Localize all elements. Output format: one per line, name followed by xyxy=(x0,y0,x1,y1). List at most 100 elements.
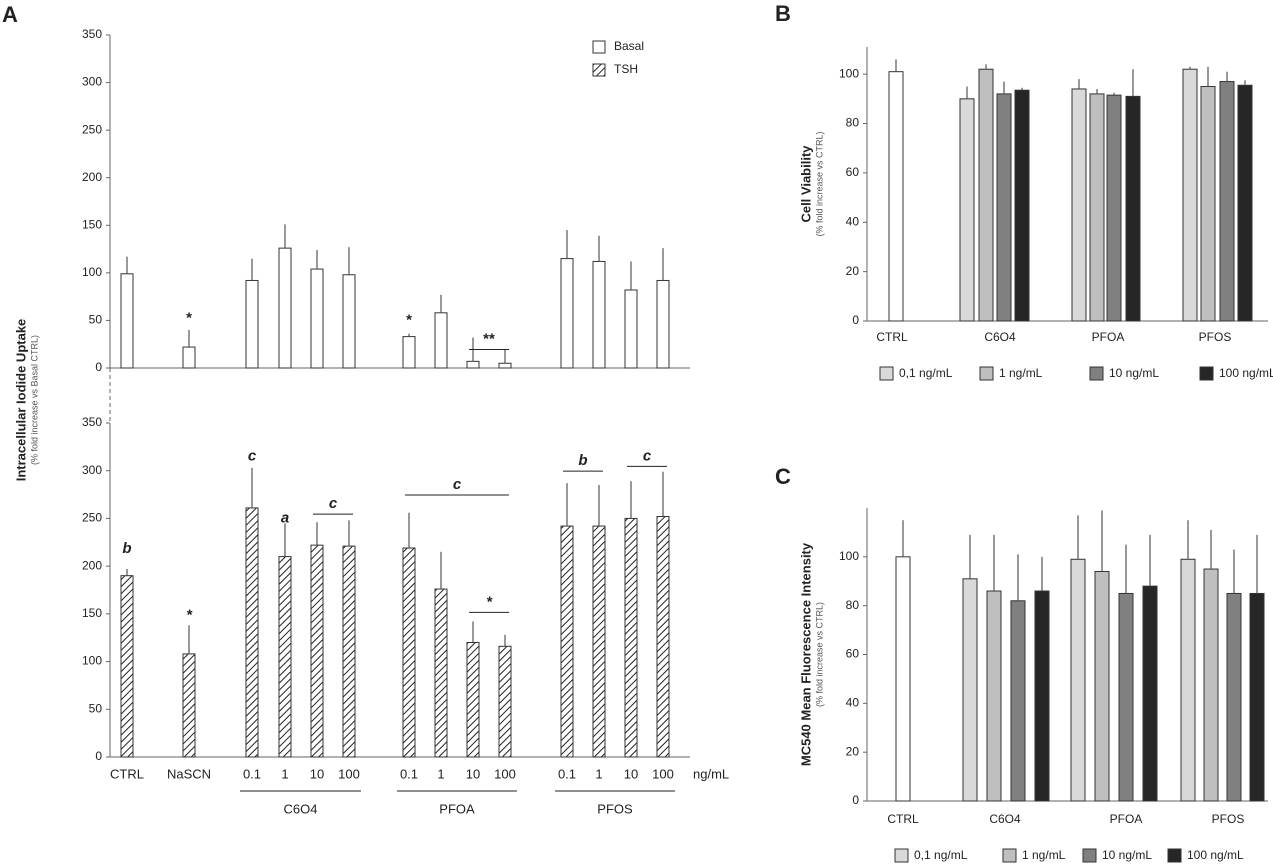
y-tick-label: 100 xyxy=(82,654,102,668)
bar xyxy=(888,71,904,322)
bar xyxy=(959,98,975,322)
annotation: b xyxy=(122,540,131,557)
legend-swatch xyxy=(894,848,909,863)
bar xyxy=(342,545,356,758)
y-tick-label: 40 xyxy=(846,696,860,710)
bar xyxy=(1180,558,1196,802)
y-tick-label: 100 xyxy=(839,549,859,563)
legend-swatch xyxy=(1199,366,1214,381)
x-tick-label: C6O4 xyxy=(984,330,1016,344)
annotation: * xyxy=(406,311,412,328)
bar xyxy=(986,590,1002,802)
bar xyxy=(120,575,134,758)
bar xyxy=(1142,585,1158,802)
y-axis-label: Cell Viability xyxy=(798,145,813,223)
bar xyxy=(498,645,512,758)
x-tick-label: NaSCN xyxy=(167,766,211,781)
y-axis-label: Intracellular Iodide Uptake xyxy=(13,319,28,482)
bar xyxy=(1010,600,1026,802)
bar xyxy=(278,556,292,758)
legend-label: 1 ng/mL xyxy=(999,366,1043,380)
bar xyxy=(895,556,911,802)
x-tick-label: 0.1 xyxy=(558,766,576,781)
y-tick-label: 80 xyxy=(846,598,860,612)
legend-swatch xyxy=(592,40,606,54)
annotation: * xyxy=(486,593,493,610)
panel-letter: A xyxy=(2,2,18,27)
y-tick-label: 100 xyxy=(839,66,859,80)
x-tick-label: 100 xyxy=(494,766,516,781)
panel-letter: B xyxy=(775,1,791,26)
group-label: C6O4 xyxy=(284,801,318,816)
annotation: c xyxy=(453,476,462,493)
bar xyxy=(245,279,259,369)
y-tick-label: 250 xyxy=(82,511,102,525)
annotation: c xyxy=(643,447,652,464)
bar xyxy=(656,279,670,369)
bar xyxy=(1071,88,1087,322)
bar xyxy=(1200,85,1216,322)
bar xyxy=(592,525,606,758)
y-axis-sublabel: (% fold increase vs Basal CTRL) xyxy=(29,335,39,465)
bar xyxy=(624,289,638,369)
x-tick-label: CTRL xyxy=(887,812,919,826)
x-tick-label: 1 xyxy=(595,766,602,781)
bar xyxy=(1094,570,1110,802)
x-tick-label: 10 xyxy=(466,766,480,781)
x-tick-label: 0.1 xyxy=(400,766,418,781)
bar xyxy=(560,258,574,369)
bar xyxy=(498,362,512,369)
bar xyxy=(182,346,196,369)
bar xyxy=(434,312,448,369)
bar xyxy=(1070,558,1086,802)
bar xyxy=(1249,592,1265,802)
y-tick-label: 80 xyxy=(846,116,860,130)
bar xyxy=(120,273,134,369)
y-tick-label: 60 xyxy=(846,647,860,661)
bar xyxy=(1203,568,1219,802)
annotation: * xyxy=(186,309,192,326)
annotation: ** xyxy=(483,330,495,347)
group-label: PFOS xyxy=(597,801,633,816)
bar xyxy=(592,260,606,369)
bar xyxy=(996,93,1012,322)
y-tick-label: 20 xyxy=(846,264,860,278)
x-tick-label: C6O4 xyxy=(989,812,1021,826)
bar xyxy=(466,360,480,369)
legend-swatch xyxy=(592,63,606,77)
legend-swatch xyxy=(1082,848,1097,863)
annotation: * xyxy=(186,607,193,624)
group-label: PFOA xyxy=(439,801,475,816)
legend-swatch xyxy=(1002,848,1017,863)
legend-label: 0,1 ng/mL xyxy=(914,848,968,862)
bar xyxy=(1125,95,1141,322)
legend-label: 100 ng/mL xyxy=(1219,366,1273,380)
legend-swatch xyxy=(1089,366,1104,381)
legend-swatch xyxy=(879,366,894,381)
bar xyxy=(1014,89,1030,322)
x-tick-label: PFOA xyxy=(1110,812,1143,826)
y-axis-sublabel: (% fold increase vs CTRL) xyxy=(814,602,824,707)
y-tick-label: 250 xyxy=(82,122,102,136)
x-tick-label: CTRL xyxy=(110,766,144,781)
y-tick-label: 300 xyxy=(82,75,102,89)
y-tick-label: 100 xyxy=(82,265,102,279)
x-tick-label: PFOA xyxy=(1092,330,1125,344)
y-tick-label: 150 xyxy=(82,606,102,620)
x-tick-label: PFOS xyxy=(1212,812,1245,826)
bar xyxy=(182,653,196,758)
annotation: c xyxy=(329,495,338,512)
bar xyxy=(342,274,356,369)
x-tick-label: 100 xyxy=(652,766,674,781)
bar xyxy=(624,517,638,758)
y-tick-label: 20 xyxy=(846,744,860,758)
x-tick-label: 10 xyxy=(624,766,638,781)
bar xyxy=(402,336,416,369)
bar xyxy=(1089,93,1105,322)
bar xyxy=(1106,94,1122,322)
bar xyxy=(1219,81,1235,322)
annotation: c xyxy=(248,447,257,464)
bar xyxy=(1034,590,1050,802)
legend-label: Basal xyxy=(614,39,644,53)
